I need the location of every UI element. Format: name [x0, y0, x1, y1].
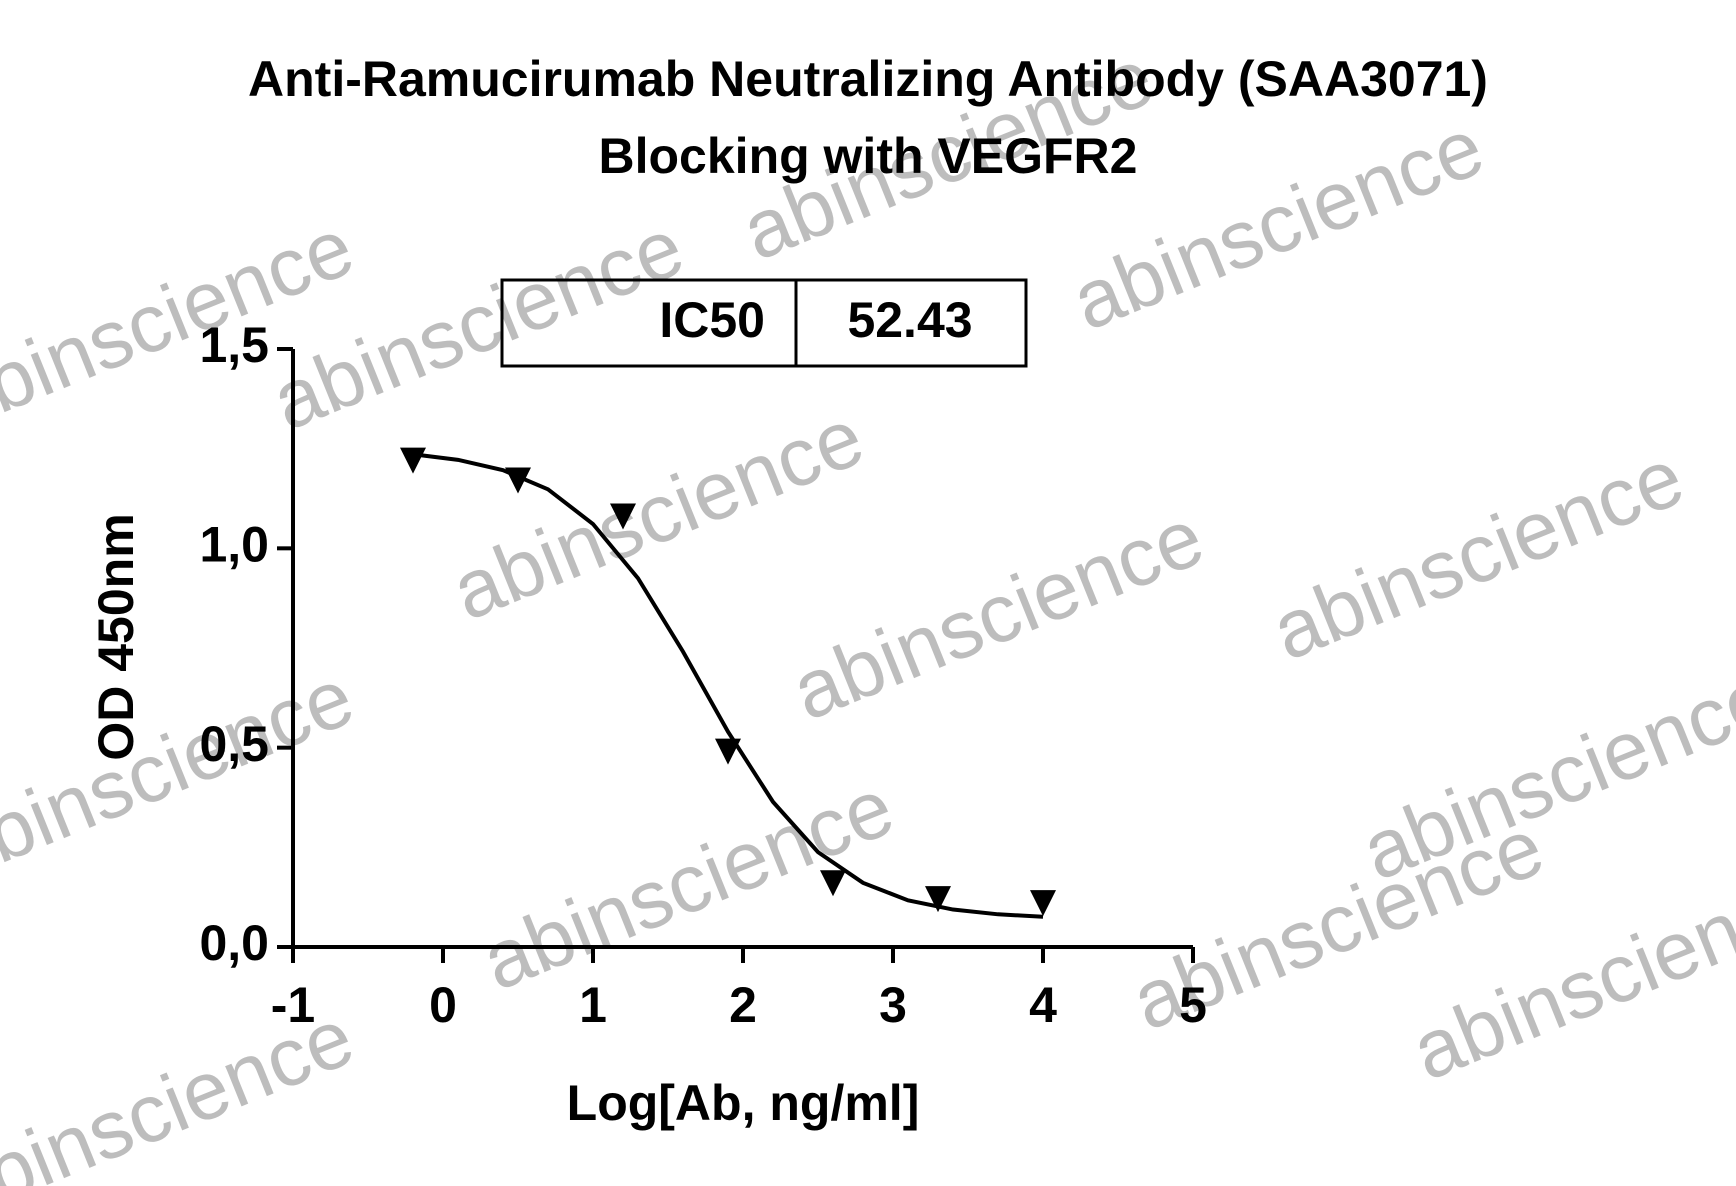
x-tick-label: 4 [1029, 977, 1057, 1033]
x-tick-label: 3 [879, 977, 907, 1033]
watermark: abinscience [1260, 431, 1696, 678]
y-axis-label: OD 450nm [88, 513, 144, 760]
data-point [1030, 890, 1056, 917]
watermark: abinscience [780, 491, 1216, 738]
watermark: abinscience [0, 651, 366, 898]
x-tick-label: -1 [271, 977, 315, 1033]
data-point [925, 886, 951, 913]
x-tick-label: 5 [1179, 977, 1207, 1033]
y-tick-label: 1,0 [199, 517, 269, 573]
chart-title: Blocking with VEGFR2 [599, 128, 1138, 184]
y-tick-label: 0,5 [199, 716, 269, 772]
watermarks: abinscienceabinscienceabinscienceabinsci… [0, 31, 1736, 1186]
y-tick-label: 0,0 [199, 915, 269, 971]
chart-title: Anti-Ramucirumab Neutralizing Antibody (… [248, 51, 1488, 107]
x-axis-label: Log[Ab, ng/ml] [567, 1075, 920, 1131]
data-point [400, 447, 426, 474]
watermark: abinscience [440, 391, 876, 638]
x-tick-label: 2 [729, 977, 757, 1033]
ic50-box [500, 278, 1028, 368]
data-point [610, 503, 636, 530]
data-point [715, 738, 741, 765]
ic50-value: 52.43 [847, 292, 972, 348]
ic50-label: IC50 [659, 292, 765, 348]
watermark: abinscience [470, 761, 906, 1008]
x-tick-label: 1 [579, 977, 607, 1033]
y-tick-label: 1,5 [199, 317, 269, 373]
data-point [820, 870, 846, 897]
data-point [505, 467, 531, 494]
x-tick-label: 0 [429, 977, 457, 1033]
